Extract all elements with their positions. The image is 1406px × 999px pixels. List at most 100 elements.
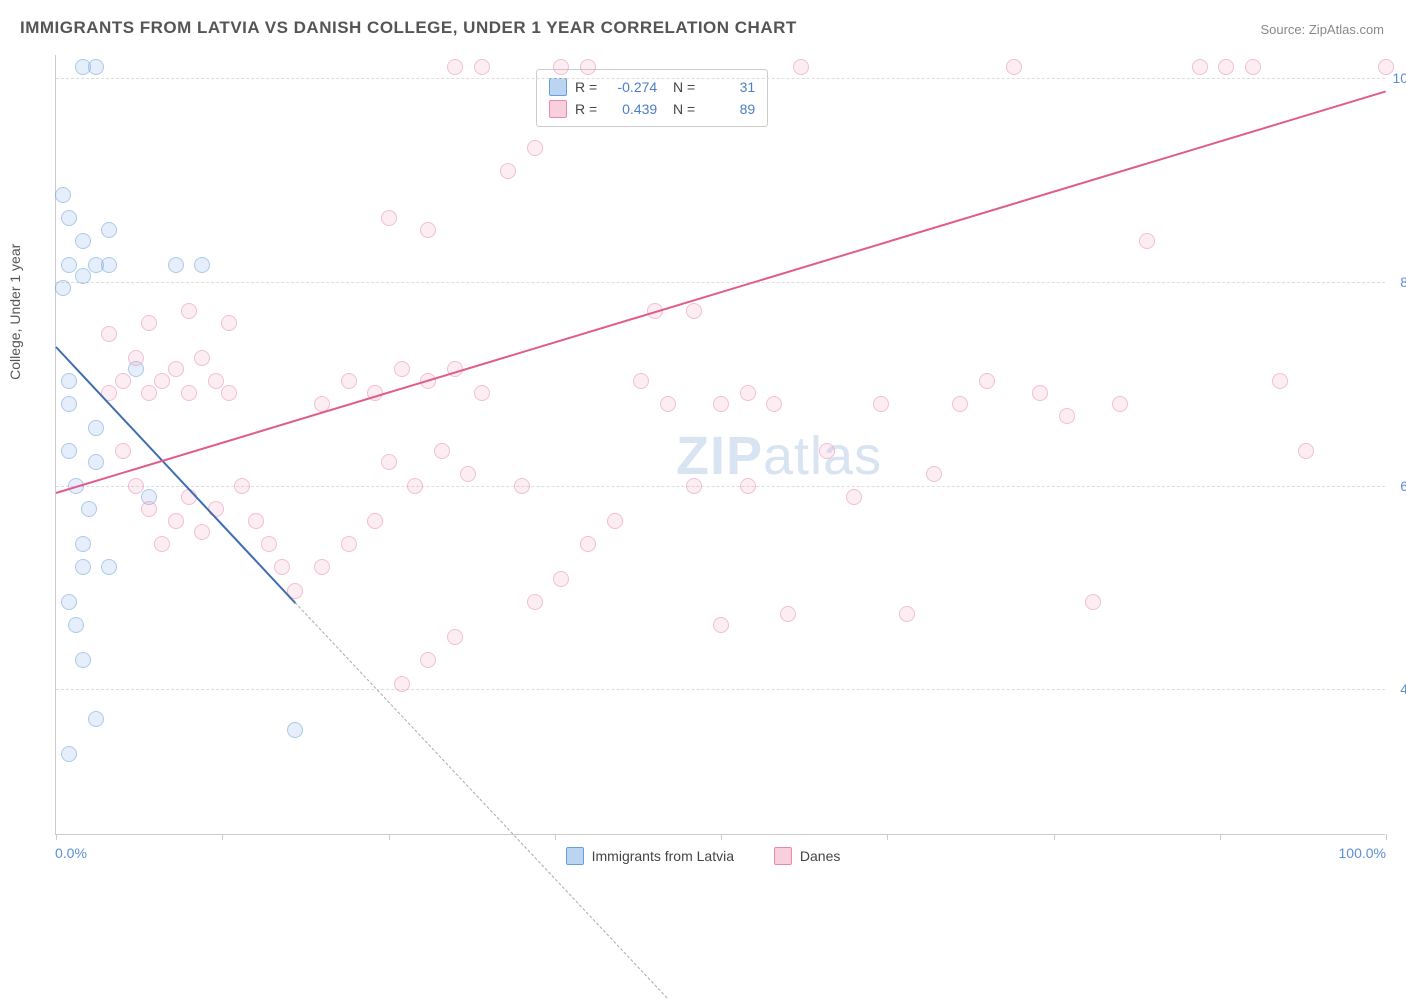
data-point [88, 59, 104, 75]
r-value-blue: -0.274 [605, 79, 657, 95]
data-point [394, 361, 410, 377]
trend-line [56, 90, 1387, 494]
data-point [979, 373, 995, 389]
data-point [367, 513, 383, 529]
data-point [780, 606, 796, 622]
data-point [607, 513, 623, 529]
watermark: ZIPatlas [676, 425, 882, 487]
r-label: R = [575, 101, 597, 117]
data-point [819, 443, 835, 459]
data-point [381, 454, 397, 470]
legend-row-pink: R = 0.439 N = 89 [549, 98, 755, 120]
data-point [75, 559, 91, 575]
data-point [1032, 385, 1048, 401]
data-point [713, 617, 729, 633]
watermark-part1: ZIP [676, 426, 763, 486]
data-point [75, 536, 91, 552]
x-tick [721, 834, 722, 840]
data-point [55, 280, 71, 296]
r-value-pink: 0.439 [605, 101, 657, 117]
data-point [580, 59, 596, 75]
data-point [846, 489, 862, 505]
data-point [128, 350, 144, 366]
data-point [1139, 233, 1155, 249]
data-point [221, 315, 237, 331]
data-point [527, 594, 543, 610]
data-point [474, 385, 490, 401]
grid-line [56, 78, 1385, 79]
data-point [460, 466, 476, 482]
y-tick-label: 65.0% [1390, 478, 1406, 494]
data-point [434, 443, 450, 459]
data-point [1378, 59, 1394, 75]
data-point [75, 233, 91, 249]
data-point [208, 501, 224, 517]
data-point [168, 257, 184, 273]
n-label: N = [665, 79, 695, 95]
data-point [873, 396, 889, 412]
data-point [1298, 443, 1314, 459]
n-value-blue: 31 [703, 79, 755, 95]
data-point [75, 652, 91, 668]
x-tick [56, 834, 57, 840]
data-point [115, 443, 131, 459]
data-point [128, 478, 144, 494]
data-point [314, 559, 330, 575]
data-point [952, 396, 968, 412]
legend-item-blue: Immigrants from Latvia [566, 847, 734, 865]
data-point [101, 222, 117, 238]
data-point [1085, 594, 1101, 610]
grid-line [56, 282, 1385, 283]
data-point [61, 443, 77, 459]
data-point [168, 513, 184, 529]
data-point [248, 513, 264, 529]
data-point [61, 594, 77, 610]
x-tick [555, 834, 556, 840]
r-label: R = [575, 79, 597, 95]
data-point [168, 361, 184, 377]
data-point [1218, 59, 1234, 75]
data-point [61, 210, 77, 226]
trend-line [55, 346, 296, 603]
data-point [234, 478, 250, 494]
legend-label-blue: Immigrants from Latvia [592, 848, 734, 864]
data-point [221, 385, 237, 401]
data-point [88, 711, 104, 727]
data-point [686, 478, 702, 494]
data-point [447, 629, 463, 645]
data-point [68, 617, 84, 633]
data-point [274, 559, 290, 575]
x-tick [1220, 834, 1221, 840]
data-point [899, 606, 915, 622]
data-point [527, 140, 543, 156]
data-point [115, 373, 131, 389]
data-point [474, 59, 490, 75]
data-point [194, 257, 210, 273]
data-point [1245, 59, 1261, 75]
data-point [553, 59, 569, 75]
y-axis-title: College, Under 1 year [7, 244, 23, 380]
data-point [181, 385, 197, 401]
data-point [1272, 373, 1288, 389]
series-legend: Immigrants from Latvia Danes [0, 847, 1406, 868]
data-point [394, 676, 410, 692]
data-point [740, 478, 756, 494]
data-point [420, 222, 436, 238]
x-tick [1386, 834, 1387, 840]
x-tick [887, 834, 888, 840]
data-point [61, 746, 77, 762]
data-point [141, 501, 157, 517]
legend-label-pink: Danes [800, 848, 840, 864]
n-value-pink: 89 [703, 101, 755, 117]
data-point [194, 350, 210, 366]
data-point [420, 652, 436, 668]
data-point [181, 303, 197, 319]
data-point [793, 59, 809, 75]
chart-title: IMMIGRANTS FROM LATVIA VS DANISH COLLEGE… [20, 18, 797, 38]
x-tick [389, 834, 390, 840]
data-point [926, 466, 942, 482]
x-tick [222, 834, 223, 840]
data-point [55, 187, 71, 203]
data-point [141, 385, 157, 401]
data-point [633, 373, 649, 389]
